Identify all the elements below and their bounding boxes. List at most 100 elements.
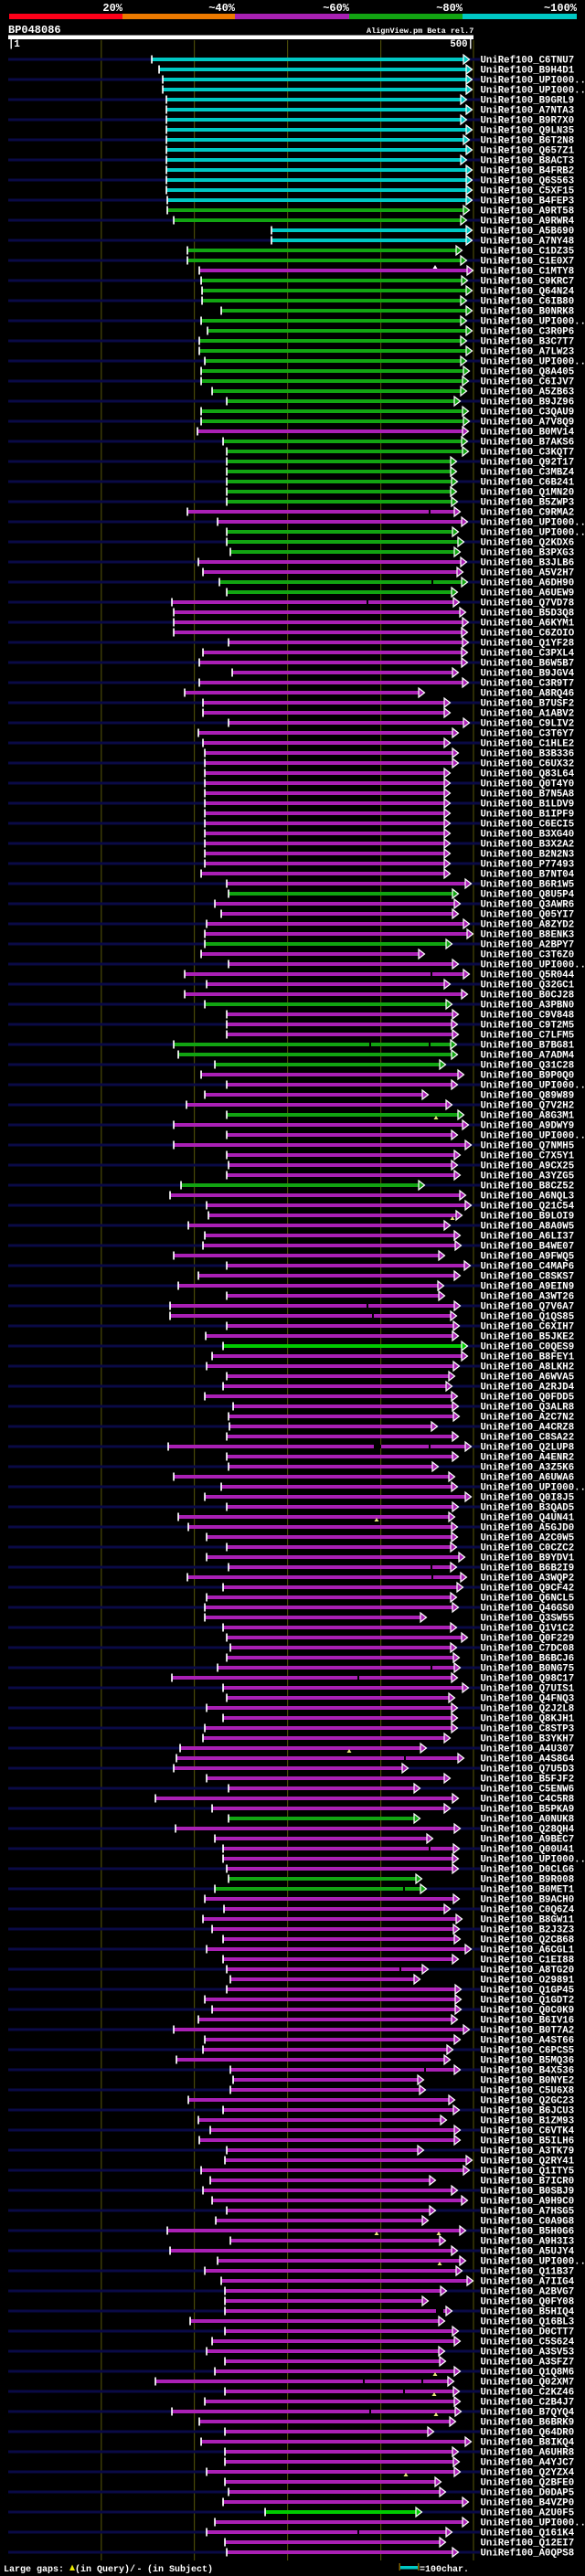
svg-text:UniRef100_B6T2N8: UniRef100_B6T2N8 xyxy=(481,136,575,147)
svg-text:UniRef100_A8A0W5: UniRef100_A8A0W5 xyxy=(481,1222,575,1233)
svg-text:UniRef100_B9H4D1: UniRef100_B9H4D1 xyxy=(481,66,575,77)
svg-text:UniRef100_C6VTK4: UniRef100_C6VTK4 xyxy=(481,2126,575,2137)
svg-text:UniRef100_Q98C17: UniRef100_Q98C17 xyxy=(481,1674,575,1685)
svg-text:UniRef100_A8ZYD2: UniRef100_A8ZYD2 xyxy=(481,920,575,931)
svg-text:UniRef100_O29891: UniRef100_O29891 xyxy=(481,1976,575,1987)
svg-text:UniRef100_A8TG20: UniRef100_A8TG20 xyxy=(481,1966,575,1977)
svg-text:~40%: ~40% xyxy=(208,2,236,15)
svg-text:UniRef100_B6W5B7: UniRef100_B6W5B7 xyxy=(481,659,575,670)
svg-text:UniRef100_UPI000..: UniRef100_UPI000.. xyxy=(481,518,585,529)
svg-text:UniRef100_Q02XM7: UniRef100_Q02XM7 xyxy=(481,2378,575,2389)
svg-text:UniRef100_UPI000..: UniRef100_UPI000.. xyxy=(481,86,585,97)
svg-text:UniRef100_A3WQP2: UniRef100_A3WQP2 xyxy=(481,1574,575,1585)
svg-text:=100char.: =100char. xyxy=(420,2564,469,2575)
svg-text:UniRef100_B6IV16: UniRef100_B6IV16 xyxy=(481,2016,575,2027)
svg-text:UniRef100_C2B4J7: UniRef100_C2B4J7 xyxy=(481,2398,575,2409)
svg-text:UniRef100_UPI000..: UniRef100_UPI000.. xyxy=(481,1131,585,1142)
svg-text:UniRef100_A8G3M1: UniRef100_A8G3M1 xyxy=(481,1111,575,1122)
svg-text:UniRef100_C6ECI5: UniRef100_C6ECI5 xyxy=(481,820,575,831)
svg-text:UniRef100_B5HIQ4: UniRef100_B5HIQ4 xyxy=(481,2307,575,2318)
svg-text:UniRef100_A7V8Q9: UniRef100_A7V8Q9 xyxy=(481,418,575,429)
svg-text:UniRef100_B9JZ96: UniRef100_B9JZ96 xyxy=(481,398,575,408)
svg-text:UniRef100_B6BRK9: UniRef100_B6BRK9 xyxy=(481,2418,575,2429)
svg-text:UniRef100_Q7NMH5: UniRef100_Q7NMH5 xyxy=(481,1141,575,1152)
svg-text:UniRef100_Q0I8J5: UniRef100_Q0I8J5 xyxy=(481,1493,575,1504)
svg-text:UniRef100_B4X536: UniRef100_B4X536 xyxy=(481,2066,575,2077)
svg-text:UniRef100_C9LIV2: UniRef100_C9LIV2 xyxy=(481,719,575,730)
svg-text:UniRef100_Q7V6A7: UniRef100_Q7V6A7 xyxy=(481,1302,575,1313)
svg-text:UniRef100_Q8U5P4: UniRef100_Q8U5P4 xyxy=(481,890,575,901)
svg-text:UniRef100_C1DZ35: UniRef100_C1DZ35 xyxy=(481,247,575,258)
svg-text:UniRef100_A4U307: UniRef100_A4U307 xyxy=(481,1744,575,1755)
svg-text:UniRef100_C1EI88: UniRef100_C1EI88 xyxy=(481,1956,575,1966)
svg-text:UniRef100_B6BCJ6: UniRef100_B6BCJ6 xyxy=(481,1654,575,1665)
svg-text:UniRef100_Q21C54: UniRef100_Q21C54 xyxy=(481,1202,575,1213)
svg-text:UniRef100_B4WE07: UniRef100_B4WE07 xyxy=(481,1242,575,1253)
svg-text:UniRef100_A6CGL1: UniRef100_A6CGL1 xyxy=(481,1945,575,1956)
svg-text:UniRef100_B2J3Z3: UniRef100_B2J3Z3 xyxy=(481,1925,575,1936)
svg-text:UniRef100_A9RWR4: UniRef100_A9RWR4 xyxy=(481,217,575,228)
svg-text:UniRef100_A9BEC7: UniRef100_A9BEC7 xyxy=(481,1835,575,1846)
svg-text:UniRef100_Q9LN35: UniRef100_Q9LN35 xyxy=(481,126,575,137)
svg-text:UniRef100_B4FEP3: UniRef100_B4FEP3 xyxy=(481,196,575,207)
svg-text:UniRef100_Q4UN41: UniRef100_Q4UN41 xyxy=(481,1513,575,1524)
svg-text:UniRef100_B3XG40: UniRef100_B3XG40 xyxy=(481,830,575,841)
svg-text:UniRef100_Q3ALR8: UniRef100_Q3ALR8 xyxy=(481,1403,575,1414)
svg-text:UniRef100_C6B241: UniRef100_C6B241 xyxy=(481,478,575,489)
svg-text:UniRef100_Q5R044: UniRef100_Q5R044 xyxy=(481,970,575,981)
svg-text:UniRef100_Q8A405: UniRef100_Q8A405 xyxy=(481,367,575,378)
svg-text:UniRef100_C0CZC2: UniRef100_C0CZC2 xyxy=(481,1543,575,1554)
svg-text:UniRef100_Q2YZX4: UniRef100_Q2YZX4 xyxy=(481,2468,575,2479)
svg-text:UniRef100_B5ILH6: UniRef100_B5ILH6 xyxy=(481,2136,575,2147)
svg-text:UniRef100_B2N2N3: UniRef100_B2N2N3 xyxy=(481,850,575,861)
svg-text:UniRef100_A9FWQ5: UniRef100_A9FWQ5 xyxy=(481,1252,575,1263)
svg-text:UniRef100_Q12EI7: UniRef100_Q12EI7 xyxy=(481,2539,575,2549)
svg-text:UniRef100_C0Q6Z4: UniRef100_C0Q6Z4 xyxy=(481,1905,575,1916)
svg-text:Large gaps:: Large gaps: xyxy=(4,2565,64,2575)
svg-text:UniRef100_A9RT58: UniRef100_A9RT58 xyxy=(481,207,575,217)
svg-text:UniRef100_A5B690: UniRef100_A5B690 xyxy=(481,227,575,238)
svg-text:UniRef100_C6ZOIO: UniRef100_C6ZOIO xyxy=(481,629,575,640)
svg-text:UniRef100_C9KRC7: UniRef100_C9KRC7 xyxy=(481,277,575,288)
svg-text:UniRef100_B9R7X0: UniRef100_B9R7X0 xyxy=(481,116,575,127)
svg-text:UniRef100_B0NRK8: UniRef100_B0NRK8 xyxy=(481,307,575,318)
svg-text:UniRef100_A0NUK8: UniRef100_A0NUK8 xyxy=(481,1815,575,1826)
svg-text:UniRef100_Q2CB68: UniRef100_Q2CB68 xyxy=(481,1935,575,1946)
svg-text:UniRef100_B7BG81: UniRef100_B7BG81 xyxy=(481,1041,575,1052)
svg-text:UniRef100_C5U6X8: UniRef100_C5U6X8 xyxy=(481,2086,575,2097)
svg-text:UniRef100_Q83L64: UniRef100_Q83L64 xyxy=(481,769,575,780)
svg-text:(in Query)/: (in Query)/ xyxy=(75,2564,135,2575)
svg-text:UniRef100_A5UJY4: UniRef100_A5UJY4 xyxy=(481,2247,575,2258)
svg-text:UniRef100_A3YZG5: UniRef100_A3YZG5 xyxy=(481,1171,575,1182)
svg-text:UniRef100_Q6S563: UniRef100_Q6S563 xyxy=(481,176,575,187)
svg-text:UniRef100_Q2J2L8: UniRef100_Q2J2L8 xyxy=(481,1704,575,1715)
svg-text:UniRef100_C1HLE2: UniRef100_C1HLE2 xyxy=(481,739,575,750)
svg-text:UniRef100_A3TK79: UniRef100_A3TK79 xyxy=(481,2147,575,2157)
svg-text:UniRef100_B0T7A2: UniRef100_B0T7A2 xyxy=(481,2026,575,2037)
svg-text:UniRef100_C1MTY8: UniRef100_C1MTY8 xyxy=(481,267,575,278)
svg-text:UniRef100_A7IIG4: UniRef100_A7IIG4 xyxy=(481,2277,575,2288)
svg-text:UniRef100_Q2RY41: UniRef100_Q2RY41 xyxy=(481,2157,575,2168)
svg-text:UniRef100_D0CTT7: UniRef100_D0CTT7 xyxy=(481,2327,575,2338)
svg-text:UniRef100_Q161K4: UniRef100_Q161K4 xyxy=(481,2528,575,2539)
svg-text:UniRef100_C6TNU7: UniRef100_C6TNU7 xyxy=(481,56,575,67)
svg-text:UniRef100_B0MET1: UniRef100_B0MET1 xyxy=(481,1885,575,1896)
svg-text:UniRef100_Q4FNQ3: UniRef100_Q4FNQ3 xyxy=(481,1694,575,1705)
svg-text:UniRef100_B9P0Q0: UniRef100_B9P0Q0 xyxy=(481,1071,575,1082)
svg-text:UniRef100_Q46GS0: UniRef100_Q46GS0 xyxy=(481,1604,575,1615)
svg-text:UniRef100_B5JKE2: UniRef100_B5JKE2 xyxy=(481,1332,575,1343)
svg-text:UniRef100_B3PXG3: UniRef100_B3PXG3 xyxy=(481,548,575,559)
svg-text:|1: |1 xyxy=(8,39,20,50)
svg-text:UniRef100_B7NT04: UniRef100_B7NT04 xyxy=(481,870,575,881)
svg-text:UniRef100_C6UX32: UniRef100_C6UX32 xyxy=(481,759,575,770)
svg-text:UniRef100_B9R008: UniRef100_B9R008 xyxy=(481,1875,575,1886)
svg-text:UniRef100_Q16BL3: UniRef100_Q16BL3 xyxy=(481,2317,575,2328)
svg-text:UniRef100_A6WVA5: UniRef100_A6WVA5 xyxy=(481,1373,575,1383)
svg-text:UniRef100_C6XIH7: UniRef100_C6XIH7 xyxy=(481,1322,575,1333)
svg-text:UniRef100_UPI000..: UniRef100_UPI000.. xyxy=(481,1483,585,1494)
svg-text:UniRef100_B9GRL9: UniRef100_B9GRL9 xyxy=(481,96,575,107)
svg-text:UniRef100_B7N5A8: UniRef100_B7N5A8 xyxy=(481,790,575,800)
svg-text:UniRef100_A2C0W5: UniRef100_A2C0W5 xyxy=(481,1533,575,1544)
svg-text:UniRef100_B5D3Q8: UniRef100_B5D3Q8 xyxy=(481,609,575,620)
svg-text:20%: 20% xyxy=(102,2,122,15)
